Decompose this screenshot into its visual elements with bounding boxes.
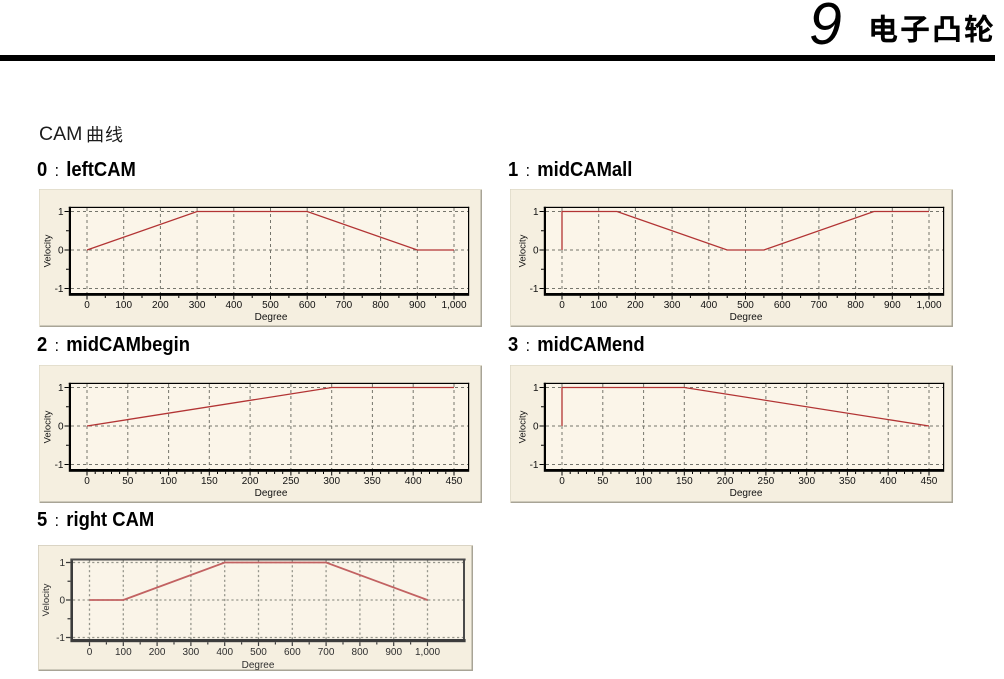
- svg-text:100: 100: [160, 476, 177, 487]
- svg-text:1: 1: [58, 383, 64, 394]
- svg-text:1,000: 1,000: [916, 300, 941, 311]
- svg-text:1: 1: [533, 207, 539, 218]
- svg-text:100: 100: [115, 647, 132, 658]
- svg-text:Velocity: Velocity: [518, 410, 529, 443]
- svg-text:450: 450: [446, 476, 463, 487]
- svg-text:0: 0: [59, 595, 65, 606]
- svg-text:200: 200: [717, 476, 734, 487]
- svg-text:1: 1: [533, 383, 539, 394]
- svg-text:400: 400: [225, 300, 242, 311]
- svg-text:0: 0: [533, 245, 539, 256]
- svg-text:0: 0: [559, 300, 565, 311]
- svg-text:1: 1: [58, 207, 64, 218]
- svg-text:200: 200: [149, 647, 166, 658]
- svg-text:300: 300: [189, 300, 206, 311]
- svg-text:300: 300: [183, 647, 200, 658]
- svg-text:Degree: Degree: [242, 660, 275, 671]
- svg-text:300: 300: [798, 476, 815, 487]
- svg-text:800: 800: [847, 300, 864, 311]
- svg-text:Velocity: Velocity: [41, 583, 52, 616]
- svg-text:700: 700: [336, 300, 353, 311]
- svg-text:350: 350: [839, 476, 856, 487]
- svg-text:700: 700: [318, 647, 335, 658]
- svg-text:400: 400: [405, 476, 422, 487]
- svg-text:400: 400: [880, 476, 897, 487]
- svg-text:900: 900: [385, 647, 402, 658]
- svg-text:600: 600: [284, 647, 301, 658]
- svg-text:-1: -1: [55, 284, 64, 295]
- svg-text:Velocity: Velocity: [518, 234, 529, 267]
- svg-text:400: 400: [216, 647, 233, 658]
- svg-text:100: 100: [635, 476, 652, 487]
- svg-text:500: 500: [250, 647, 267, 658]
- svg-text:500: 500: [262, 300, 279, 311]
- svg-text:Velocity: Velocity: [43, 234, 54, 267]
- svg-text:800: 800: [372, 300, 389, 311]
- svg-text:150: 150: [676, 476, 693, 487]
- svg-text:350: 350: [364, 476, 381, 487]
- svg-text:800: 800: [352, 647, 369, 658]
- svg-text:-1: -1: [530, 284, 539, 295]
- svg-text:900: 900: [409, 300, 426, 311]
- svg-text:1,000: 1,000: [415, 647, 440, 658]
- svg-text:0: 0: [87, 647, 93, 658]
- svg-text:100: 100: [590, 300, 607, 311]
- svg-text:0: 0: [58, 245, 64, 256]
- svg-text:0: 0: [58, 421, 64, 432]
- svg-text:50: 50: [597, 476, 609, 487]
- svg-text:1: 1: [59, 558, 65, 569]
- svg-text:600: 600: [774, 300, 791, 311]
- svg-text:50: 50: [122, 476, 134, 487]
- svg-text:0: 0: [84, 300, 90, 311]
- svg-text:250: 250: [283, 476, 300, 487]
- svg-text:-1: -1: [530, 460, 539, 471]
- svg-text:Degree: Degree: [730, 312, 763, 323]
- svg-text:250: 250: [758, 476, 775, 487]
- svg-text:700: 700: [811, 300, 828, 311]
- svg-text:500: 500: [737, 300, 754, 311]
- svg-text:Degree: Degree: [255, 488, 288, 499]
- svg-text:200: 200: [152, 300, 169, 311]
- svg-text:400: 400: [700, 300, 717, 311]
- svg-text:200: 200: [242, 476, 259, 487]
- svg-text:450: 450: [921, 476, 938, 487]
- svg-text:300: 300: [664, 300, 681, 311]
- svg-text:-1: -1: [55, 460, 64, 471]
- svg-text:Degree: Degree: [255, 312, 288, 323]
- svg-text:150: 150: [201, 476, 218, 487]
- svg-text:900: 900: [884, 300, 901, 311]
- svg-text:0: 0: [559, 476, 565, 487]
- svg-text:1,000: 1,000: [441, 300, 466, 311]
- svg-text:200: 200: [627, 300, 644, 311]
- svg-text:600: 600: [299, 300, 316, 311]
- svg-text:Degree: Degree: [730, 488, 763, 499]
- svg-text:0: 0: [84, 476, 90, 487]
- svg-text:100: 100: [115, 300, 132, 311]
- svg-text:300: 300: [323, 476, 340, 487]
- svg-text:Velocity: Velocity: [43, 410, 54, 443]
- svg-text:0: 0: [533, 421, 539, 432]
- svg-text:-1: -1: [56, 633, 65, 644]
